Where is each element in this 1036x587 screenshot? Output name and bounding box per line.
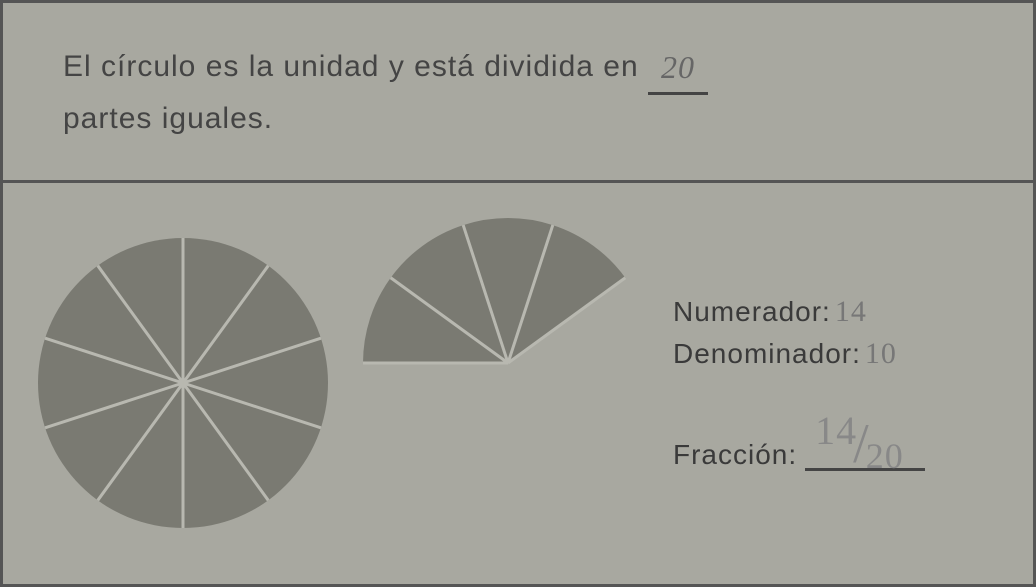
question-after: partes iguales. <box>63 102 273 135</box>
fraccion-value: 14/20 <box>815 412 904 476</box>
fraccion-denominator: 20 <box>866 436 904 476</box>
fraccion-label: Fracción: <box>673 439 797 471</box>
parts-blank: 20 <box>648 40 708 94</box>
numerador-row: Numerador: 14 <box>673 295 1003 329</box>
numerador-value: 14 <box>835 295 867 329</box>
denominador-label: Denominador: <box>673 338 861 370</box>
fraccion-row: Fracción: 14/20 <box>673 439 1003 471</box>
full-circle-diagram <box>33 218 333 548</box>
circles-area <box>33 218 653 548</box>
diagram-cell: Numerador: 14 Denominador: 10 Fracción: … <box>3 183 1033 583</box>
question-cell: El círculo es la unidad y está dividida … <box>3 3 1033 183</box>
partial-circle-diagram <box>363 218 653 418</box>
question-text: El círculo es la unidad y está dividida … <box>63 40 708 142</box>
fraccion-numerator: 14 <box>815 408 857 453</box>
denominador-row: Denominador: 10 <box>673 337 1003 371</box>
numerador-label: Numerador: <box>673 296 831 328</box>
worksheet-table: El círculo es la unidad y está dividida … <box>0 0 1036 587</box>
labels-area: Numerador: 14 Denominador: 10 Fracción: … <box>653 295 1003 471</box>
question-before: El círculo es la unidad y está dividida … <box>63 50 639 83</box>
fraccion-blank: 14/20 <box>805 468 925 471</box>
parts-answer: 20 <box>661 49 695 85</box>
denominador-value: 10 <box>865 337 897 371</box>
